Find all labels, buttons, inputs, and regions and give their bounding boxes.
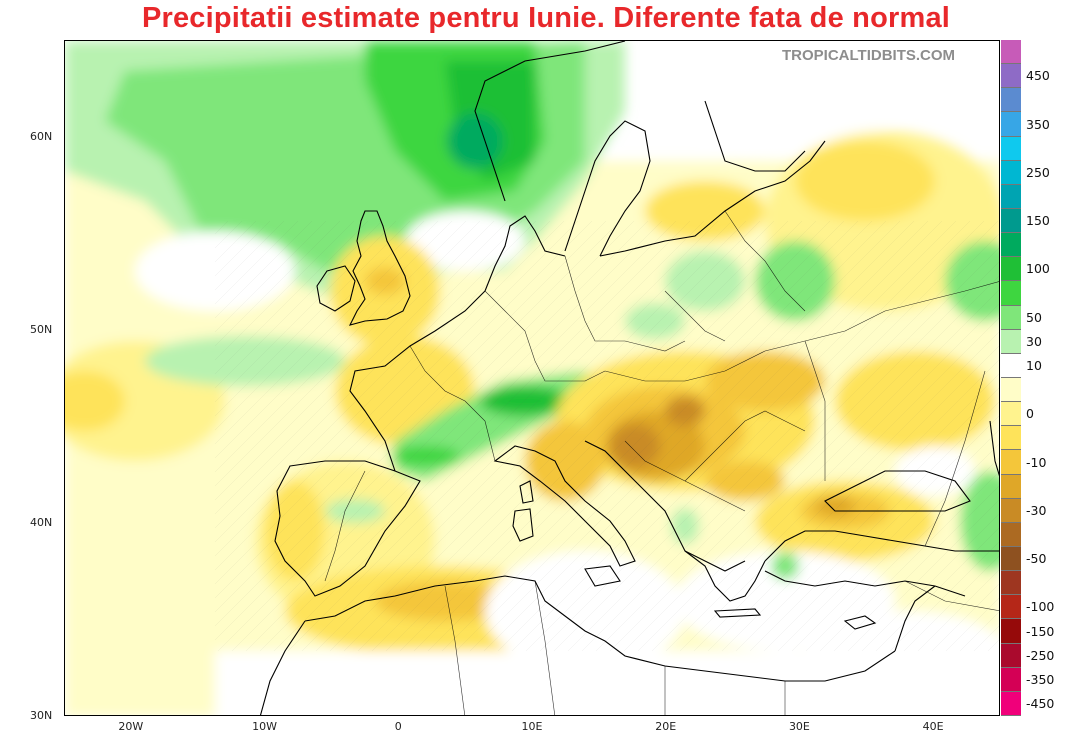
- colorbar-segment: [1001, 329, 1021, 354]
- longitude-label: 10E: [521, 720, 543, 733]
- colorbar-segment: [1001, 257, 1021, 282]
- colorbar-segment: [1001, 184, 1021, 209]
- colorbar-segment: [1001, 208, 1021, 234]
- latitude-label: 40N: [30, 515, 53, 529]
- colorbar-segment: [1001, 233, 1021, 258]
- colorbar-label: -30: [1026, 502, 1047, 518]
- colorbar-label: 10: [1026, 357, 1042, 373]
- colorbar-label: 350: [1026, 116, 1050, 132]
- colorbar-label: 30: [1026, 333, 1042, 349]
- colorbar-label: -150: [1026, 623, 1055, 639]
- colorbar-label: -10: [1026, 454, 1047, 470]
- colorbar-label: 100: [1026, 261, 1050, 277]
- colorbar-segment: [1001, 160, 1021, 185]
- colorbar-label: -450: [1026, 695, 1055, 711]
- colorbar-label: -50: [1026, 551, 1047, 567]
- colorbar-segment: [1001, 571, 1021, 596]
- colorbar-label: 0: [1026, 406, 1034, 422]
- colorbar-segment: [1001, 305, 1021, 330]
- colorbar-label: -100: [1026, 599, 1055, 615]
- tropicaltidbits-watermark: TROPICALTIDBITS.COM: [782, 47, 956, 64]
- precipitation-colorbar: [1001, 40, 1021, 716]
- colorbar-label: 150: [1026, 213, 1050, 229]
- colorbar-label: 50: [1026, 309, 1042, 325]
- longitude-label: 40E: [922, 720, 944, 733]
- longitude-label: 10W: [252, 720, 277, 733]
- longitude-label: 20E: [655, 720, 677, 733]
- latitude-label: 50N: [30, 322, 53, 336]
- colorbar-segment: [1001, 353, 1021, 378]
- colorbar-segment: [1001, 281, 1021, 306]
- colorbar-segment: [1001, 546, 1021, 572]
- colorbar-segment: [1001, 64, 1021, 89]
- colorbar-segment: [1001, 40, 1021, 65]
- colorbar-segment: [1001, 498, 1021, 523]
- colorbar-segment: [1001, 450, 1021, 475]
- colorbar-segment: [1001, 426, 1021, 451]
- map-canvas: [65, 41, 999, 715]
- colorbar-label: 450: [1026, 68, 1050, 84]
- colorbar-segment: [1001, 643, 1021, 668]
- colorbar-label: 250: [1026, 164, 1050, 180]
- longitude-label: 30E: [788, 720, 810, 733]
- latitude-label: 30N: [30, 709, 53, 722]
- colorbar-segment: [1001, 619, 1021, 644]
- colorbar-segment: [1001, 88, 1021, 113]
- colorbar-segment: [1001, 595, 1021, 620]
- latitude-label: 60N: [30, 129, 53, 143]
- colorbar-label: -250: [1026, 647, 1055, 663]
- colorbar-segment: [1001, 474, 1021, 499]
- colorbar-segment: [1001, 136, 1021, 161]
- colorbar-label: -350: [1026, 671, 1055, 687]
- colorbar-segment: [1001, 522, 1021, 547]
- map-title: Precipitatii estimate pentru Iunie. Dife…: [141, 2, 951, 34]
- colorbar-segment: [1001, 377, 1021, 403]
- colorbar-segment: [1001, 691, 1021, 716]
- colorbar-segment: [1001, 112, 1021, 137]
- longitude-label: 20W: [118, 720, 144, 733]
- colorbar-segment: [1001, 667, 1021, 692]
- colorbar-segment: [1001, 402, 1021, 427]
- longitude-label: 0: [394, 720, 402, 733]
- precipitation-anomaly-map: [64, 40, 1000, 716]
